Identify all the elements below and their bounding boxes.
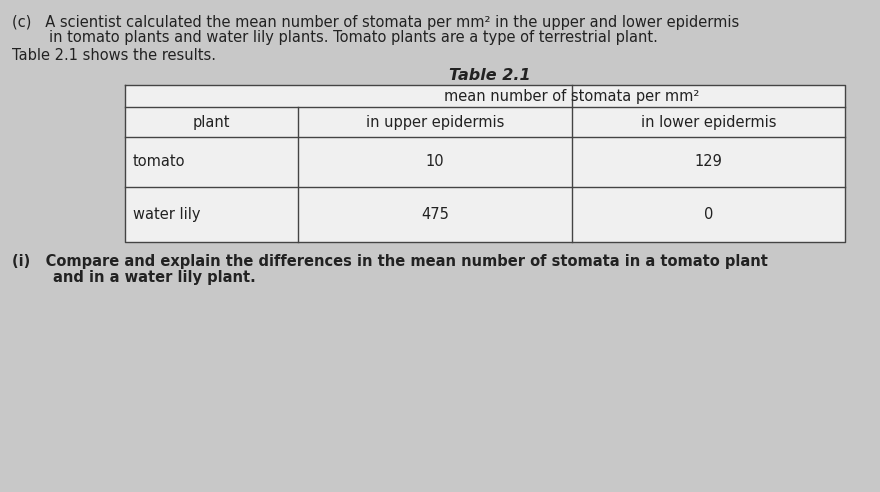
Text: 129: 129 xyxy=(694,154,722,170)
Text: and in a water lily plant.: and in a water lily plant. xyxy=(12,270,256,285)
Text: mean number of stomata per mm²: mean number of stomata per mm² xyxy=(444,89,700,103)
Text: plant: plant xyxy=(193,115,231,129)
Text: 0: 0 xyxy=(704,207,713,222)
Text: 475: 475 xyxy=(421,207,449,222)
Text: in upper epidermis: in upper epidermis xyxy=(366,115,504,129)
Text: in lower epidermis: in lower epidermis xyxy=(641,115,776,129)
Text: Table 2.1 shows the results.: Table 2.1 shows the results. xyxy=(12,48,216,63)
Text: Table 2.1: Table 2.1 xyxy=(449,68,531,83)
Text: tomato: tomato xyxy=(133,154,186,170)
Text: in tomato plants and water lily plants. Tomato plants are a type of terrestrial : in tomato plants and water lily plants. … xyxy=(12,30,658,45)
Text: 10: 10 xyxy=(426,154,444,170)
Text: (i)   Compare and explain the differences in the mean number of stomata in a tom: (i) Compare and explain the differences … xyxy=(12,254,768,269)
Bar xyxy=(125,85,845,242)
Text: (c)   A scientist calculated the mean number of stomata per mm² in the upper and: (c) A scientist calculated the mean numb… xyxy=(12,15,739,30)
Text: water lily: water lily xyxy=(133,207,201,222)
